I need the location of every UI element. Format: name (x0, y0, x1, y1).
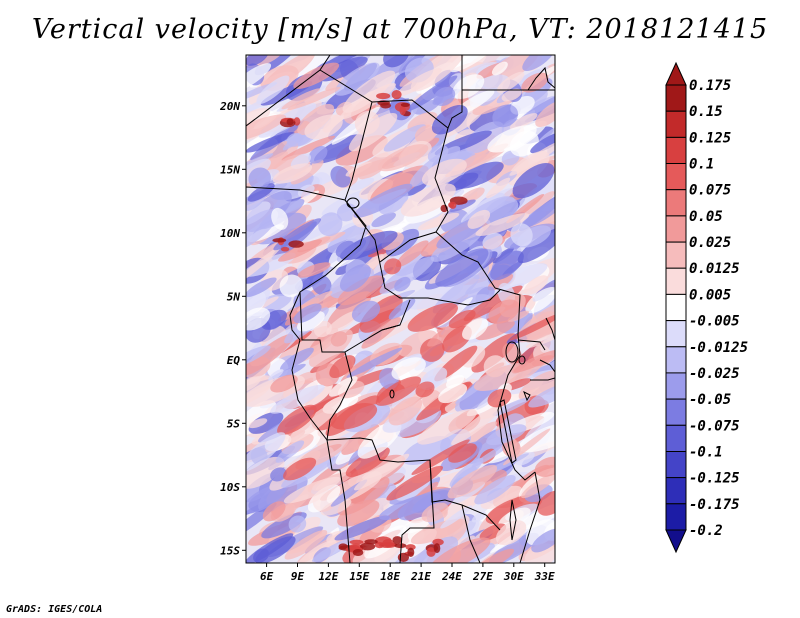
lon-tick-label: 27E (472, 570, 493, 583)
chart-title: Vertical velocity [m/s] at 700hPa, VT: 2… (31, 14, 769, 45)
lat-tick-label: EQ (227, 354, 241, 367)
map-frame (245, 54, 556, 564)
coastline (289, 66, 555, 341)
lon-tick-label: 30E (503, 570, 524, 583)
lon-tick-label: 6E (260, 570, 274, 583)
lat-tick-label: 20N (219, 100, 240, 113)
lakes (346, 197, 531, 541)
lat-tick-label: 15S (220, 544, 240, 557)
lon-tick-label: 18E (380, 570, 400, 583)
map-axes: 6E 9E 12E 15E 18E 21E 24E 27E 30E 33E 20N 15N 10N 5N E… (219, 100, 555, 583)
country-borders (246, 55, 555, 563)
lat-tick-label: 10N (220, 227, 240, 240)
lon-tick-label: 21E (410, 570, 431, 583)
lon-tick-label: 9E (291, 570, 305, 583)
lat-tick-label: 5N (227, 290, 241, 303)
lon-tick-label: 24E (441, 570, 462, 583)
lat-tick-label: 15N (220, 163, 240, 176)
velocity-field (246, 55, 555, 563)
lon-tick-label: 15E (349, 570, 369, 583)
lon-tick-label: 12E (318, 570, 338, 583)
lon-tick-label: 33E (534, 570, 555, 583)
grads-credit: GrADS: IGES/COLA (6, 604, 103, 615)
lat-tick-label: 5S (227, 417, 241, 430)
lat-tick-label: 10S (220, 481, 240, 494)
